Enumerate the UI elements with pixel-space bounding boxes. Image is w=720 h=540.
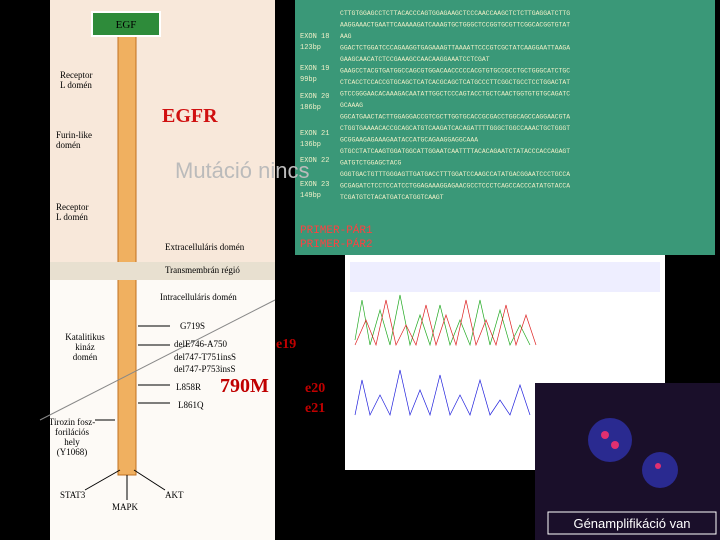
sequence-line: GGGTGACTGTTTGGGAGTTGATGACCTTTGGATCCAAGCC… [340, 171, 570, 178]
mutation-label: L861Q [178, 400, 204, 410]
exon-name: EXON 19 99bp [300, 65, 329, 84]
sequence-line: AAGGAAACTGAATTCAAAAAGATCAAAGTGCTGGGCTCCG… [340, 22, 570, 29]
exon-name: EXON 20 186bp [300, 93, 329, 112]
sequence-line: GTCCGGGAACACAAAGACAATATTGGCTCCCAGTACCTGC… [340, 91, 570, 98]
exon-label: 790M [220, 375, 269, 397]
domain-label: Extracelluláris domén [165, 242, 245, 252]
signal [601, 431, 609, 439]
sequence-line: GTGCCTATCAAGTGGATGGCATTGGAATCAATTTTACACA… [340, 148, 570, 155]
mutation-label: del747-T751insS [174, 352, 236, 362]
exon-label: e19 [276, 337, 296, 352]
sequence-line: GCGGAAGAGAAAGAATACCATGCAGAAGGAGGCAAA [340, 137, 478, 144]
domain-label: Intracelluláris domén [160, 292, 237, 302]
domain-label: Tirozin fosz-forilációs hely (Y1068) [49, 417, 95, 457]
sequence-line: GCGAGATCTCCTCCATCCTGGAGAAAGGAGAACGCCTCCC… [340, 183, 570, 190]
egfr-title: EGFR [162, 105, 218, 127]
nucleus [642, 452, 678, 488]
caption-box [547, 511, 717, 535]
domain-label: Katalitikus kináz domén [65, 332, 105, 362]
exon-label: e21 [305, 401, 325, 416]
egf-label: EGF [116, 19, 137, 31]
exon-name: EXON 18 123bp [300, 33, 329, 52]
receptor-bar [117, 34, 137, 476]
egf-box [91, 11, 161, 37]
primer-label: PRIMER-PÁR1 [300, 223, 373, 237]
mutation-label: del747-P753insS [174, 364, 236, 374]
sequence-line: AAG [340, 33, 352, 40]
signal [655, 463, 661, 469]
trace [354, 299, 537, 347]
sequence-line: CTCACCTCCACCGTGCAGCTCATCACGCAGCTCATGCCCT… [340, 79, 570, 86]
extracellular-panel [50, 0, 275, 262]
mutation-label: delE746-A750 [174, 339, 227, 349]
domain-label: Furin-like domén [56, 130, 92, 150]
pathway-label: MAPK [112, 502, 139, 512]
domain-label: Transmembrán régió [165, 265, 240, 275]
exon-name: EXON 22 [300, 157, 329, 165]
sequence-line: CTTGTGGAGCCTCTTACACCCAGTGGAGAAGCTCCCAACC… [340, 10, 570, 17]
domain-label: Receptor L domén [56, 202, 88, 222]
pathway-label: AKT [165, 490, 184, 500]
mutation-label: L858R [176, 382, 201, 392]
exon-label: e20 [305, 381, 325, 396]
fish-caption: Génamplifikáció van [573, 516, 690, 531]
intracellular-panel [50, 262, 275, 540]
sequence-line: GAAGCCTACGTGATGGCCAGCGTGGACAACCCCCACGTGT… [340, 68, 570, 75]
exon-name: EXON 23 149bp [300, 181, 329, 200]
domain-label: Receptor L domén [60, 70, 92, 90]
sequence-line: TCGATGTCTACATGATCATGGTCAAGT [340, 194, 444, 201]
fish-image [535, 383, 720, 540]
sequence-line: GATGTCTGGAGCTACG [340, 160, 402, 167]
membrane [50, 262, 275, 280]
trace [354, 294, 531, 347]
signal [611, 441, 619, 449]
pathway-label: STAT3 [60, 490, 86, 500]
trace [354, 369, 531, 417]
sequence-line: GCAAAG [340, 102, 363, 109]
chromatogram-header [350, 262, 660, 292]
sequence-line: GGCATGAACTACTTGGAGGACCGTCGCTTGGTGCACCGCG… [340, 114, 570, 121]
arrows [39, 299, 276, 500]
mutation-label: G719S [180, 321, 205, 331]
sequence-line: GGACTCTGGATCCCAGAAGGTGAGAAAGTTAAAATTCCCG… [340, 45, 570, 52]
overlay-text: Mutáció nincs [175, 158, 310, 183]
sequence-panel [295, 0, 715, 255]
sequence-line: GAAGCAACATCTCCGAAAGCCAACAAGGAAATCCTCGAT [340, 56, 490, 63]
exon-name: EXON 21 136bp [300, 130, 329, 149]
nucleus [588, 418, 632, 462]
primer-label: PRIMER-PÁR2 [300, 237, 373, 251]
sequence-line: CTGGTGAAAACACCGCAGCATGTCAAGATCACAGATTTTG… [340, 125, 570, 132]
